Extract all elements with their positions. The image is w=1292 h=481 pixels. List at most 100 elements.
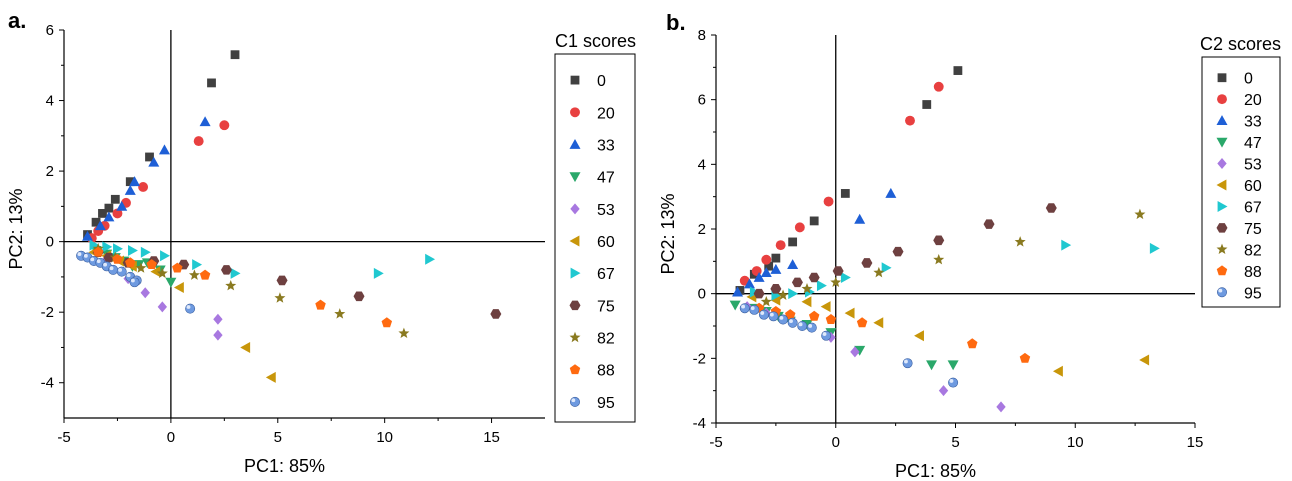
x-tick-label: 15 [1187, 434, 1204, 451]
series-20 [86, 120, 230, 244]
data-point [983, 219, 995, 229]
data-point [794, 222, 805, 233]
data-point [732, 286, 744, 297]
data-point [129, 176, 141, 187]
legend-label: 47 [1244, 135, 1262, 152]
data-point [165, 277, 177, 288]
x-tick-label: 15 [483, 429, 500, 446]
panel-label: a. [8, 8, 26, 33]
legend-box [1201, 56, 1281, 308]
data-point [173, 281, 184, 293]
sphere-highlight [83, 253, 88, 258]
sphere-highlight [822, 332, 827, 336]
data-point [315, 299, 326, 310]
data-point [113, 243, 123, 255]
series-0 [83, 50, 240, 239]
series-95 [739, 303, 959, 388]
data-point [150, 266, 161, 278]
data-point [213, 329, 223, 341]
legend: C2 scores 0 20 33 47 53 60 67 75 82 88 95 [1200, 34, 1281, 308]
data-point [953, 66, 963, 75]
legend-marker [1217, 73, 1227, 83]
data-point [787, 317, 798, 328]
data-point [1149, 242, 1160, 254]
y-tick-label: 8 [698, 27, 706, 44]
data-point [948, 377, 959, 388]
legend-item-47: 47 [1216, 135, 1262, 152]
data-point [1061, 239, 1072, 251]
sphere-highlight [798, 322, 803, 327]
data-point [840, 189, 850, 198]
series-33 [732, 187, 897, 297]
sphere-highlight [96, 259, 101, 264]
legend-box [554, 53, 636, 423]
data-point [116, 266, 127, 277]
data-point [809, 216, 819, 226]
sphere-highlight [769, 312, 774, 317]
legend-label: 75 [597, 298, 615, 315]
legend-label: 95 [597, 395, 615, 412]
legend-item-88: 88 [569, 363, 615, 380]
data-point [1014, 236, 1026, 247]
data-point [125, 177, 135, 187]
data-point [967, 338, 978, 349]
x-tick-label: 0 [832, 434, 840, 451]
data-point [89, 239, 100, 251]
legend-marker [569, 300, 581, 311]
data-point [770, 284, 782, 294]
legend-label: 33 [1244, 114, 1262, 131]
legend-item-95: 95 [570, 395, 615, 412]
y-tick-label: 2 [46, 163, 54, 180]
data-point [735, 286, 745, 295]
sphere-highlight [103, 262, 108, 267]
y-tick-label: 2 [698, 221, 706, 238]
data-point [823, 196, 834, 207]
legend-item-33: 33 [1216, 114, 1262, 131]
legend-marker [570, 75, 580, 85]
data-point [744, 278, 756, 289]
legend-label: 53 [1244, 157, 1262, 174]
data-point [108, 264, 119, 275]
legend-marker [569, 364, 581, 375]
data-point [140, 246, 151, 258]
data-point [788, 237, 798, 247]
data-point [199, 116, 211, 127]
data-point [104, 203, 114, 213]
data-point [274, 292, 286, 303]
legend-marker [1216, 115, 1228, 126]
data-point [124, 184, 136, 195]
data-point [861, 258, 873, 268]
data-point [98, 209, 107, 218]
data-point [213, 313, 223, 325]
legend-marker [570, 107, 580, 118]
legend-item-60: 60 [569, 234, 615, 251]
data-point [753, 272, 765, 282]
sphere-highlight [760, 311, 765, 315]
legend-item-82: 82 [569, 331, 615, 348]
y-tick-label: 0 [46, 234, 54, 251]
data-point [739, 303, 750, 314]
series-67 [749, 239, 1160, 301]
data-point [125, 257, 136, 268]
legend-marker [569, 172, 581, 183]
legend-label: 0 [597, 73, 606, 90]
series-88 [753, 302, 1031, 363]
series-82 [92, 242, 410, 339]
series-33 [82, 116, 211, 241]
data-point [947, 360, 959, 371]
legend-label: 88 [1244, 264, 1262, 281]
sphere-highlight [186, 305, 191, 309]
data-point [373, 267, 384, 279]
legend-label: 53 [597, 202, 615, 219]
legend-label: 95 [1244, 285, 1262, 302]
sphere-highlight [77, 252, 82, 257]
x-axis-title: PC1: 85% [895, 461, 976, 481]
legend-marker [569, 138, 581, 149]
sphere-highlight [90, 257, 95, 262]
sphere-highlight [789, 319, 793, 324]
series-82 [760, 208, 1146, 307]
y-tick-label: 4 [46, 93, 54, 110]
series-88 [92, 246, 393, 328]
data-point [240, 341, 251, 353]
